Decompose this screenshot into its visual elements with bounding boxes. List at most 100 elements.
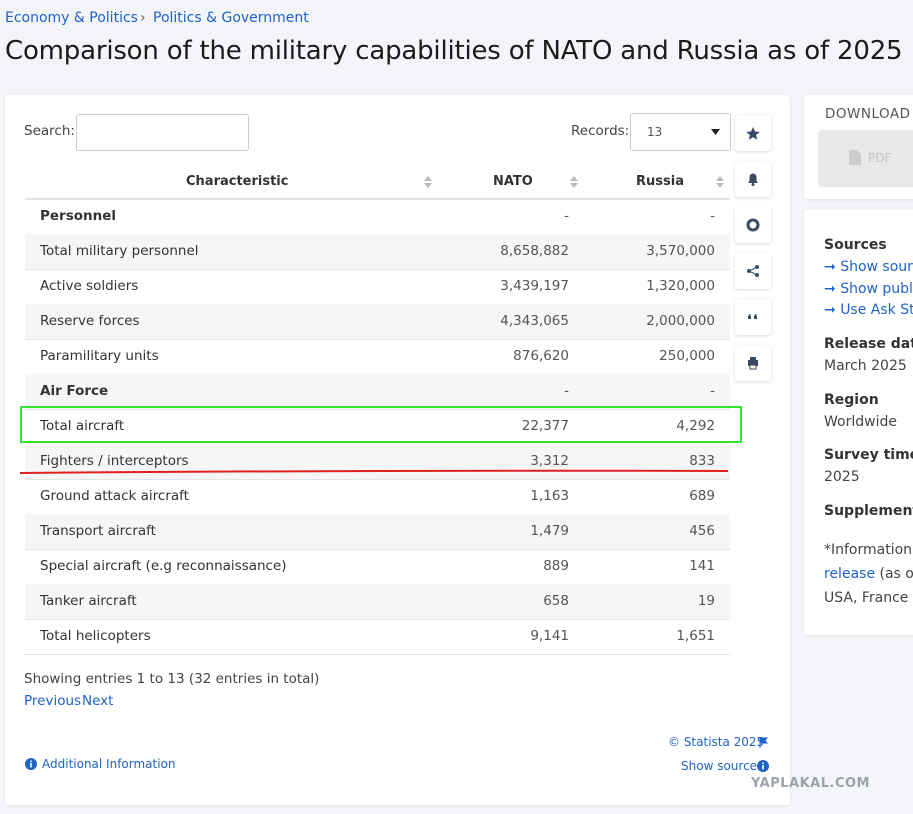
table-header: Characteristic NATO Russia: [25, 165, 730, 200]
entries-info: Showing entries 1 to 13 (32 entries in t…: [24, 671, 320, 687]
cell-nato: 876,620: [513, 348, 569, 364]
table-row: Paramilitary units 876,620 250,000: [25, 339, 730, 375]
section-row: Personnel - -: [25, 199, 730, 235]
download-card: DOWNLOAD PDF: [804, 95, 913, 199]
cell-nato: 3,439,197: [500, 278, 569, 294]
release-date-title: Release date: [824, 336, 913, 352]
table-row: Transport aircraft 1,479 456: [25, 514, 730, 550]
table-row: Active soldiers 3,439,197 1,320,000: [25, 269, 730, 305]
cell-nato: 22,377: [521, 418, 569, 434]
supplement-title: Supplement: [824, 503, 913, 519]
region-title: Region: [824, 392, 879, 408]
table-row: Total military personnel 8,658,882 3,570,0…: [25, 234, 730, 270]
table-row: Ground attack aircraft 1,163 689: [25, 479, 730, 515]
cell-russia: -: [710, 208, 715, 224]
pdf-button[interactable]: PDF: [818, 130, 913, 187]
cell-russia: 4,292: [676, 418, 715, 434]
records-select[interactable]: 13: [630, 113, 731, 151]
supplement-text: USA, France ,: [824, 590, 913, 606]
pagination-previous[interactable]: Previous: [24, 693, 82, 709]
favorite-button[interactable]: [735, 115, 771, 151]
search-label: Search:: [24, 123, 75, 139]
cell-nato: -: [564, 208, 569, 224]
cell-russia: 19: [697, 593, 715, 609]
underline-annotation: [19, 469, 729, 474]
sources-title: Sources: [824, 237, 887, 253]
survey-time-title: Survey time: [824, 447, 913, 463]
cell-russia: 456: [689, 523, 715, 539]
region: Worldwide: [824, 414, 897, 430]
cell-nato: -: [564, 383, 569, 399]
cell-russia: 2,000,000: [646, 313, 715, 329]
details-card: Sources ➞ Show sourc ➞ Show publi ➞ Use …: [804, 210, 913, 635]
cell-characteristic: Active soldiers: [40, 278, 139, 294]
column-header[interactable]: Characteristic: [186, 174, 289, 189]
info-icon: [25, 758, 37, 770]
source-link-text[interactable]: Use Ask Sta: [840, 302, 913, 318]
cell-characteristic: Total military personnel: [40, 243, 199, 259]
highlight-box: [20, 406, 742, 443]
table-row: Fighters / interceptors 3,312 833: [25, 444, 730, 480]
flag-icon: [759, 737, 768, 748]
table-row: Special aircraft (e.g reconnaissance) 889…: [25, 549, 730, 585]
source-link[interactable]: ➞ Show publi: [824, 281, 913, 297]
cell-russia: 833: [689, 453, 715, 469]
sort-icon: [570, 176, 578, 188]
source-link-text[interactable]: Show publi: [840, 281, 913, 297]
survey-time: 2025: [824, 469, 860, 485]
table-row: Tanker aircraft 658 19: [25, 584, 730, 620]
supplement-text: release (as o: [824, 566, 913, 582]
page-title: Comparison of the military capabilities …: [5, 36, 903, 66]
cell-characteristic: Air Force: [40, 383, 109, 399]
cell-nato: 8,658,882: [500, 243, 569, 259]
cell-nato: 1,163: [530, 488, 569, 504]
pdf-label: PDF: [868, 151, 892, 165]
cell-characteristic: Ground attack aircraft: [40, 488, 189, 504]
breadcrumb-link[interactable]: Politics & Government: [153, 10, 309, 26]
print-button[interactable]: [735, 345, 771, 381]
release-date: March 2025: [824, 358, 907, 374]
cell-russia: -: [710, 383, 715, 399]
cell-russia: 1,320,000: [646, 278, 715, 294]
cell-nato: 4,343,065: [500, 313, 569, 329]
cell-russia: 141: [689, 558, 715, 574]
cell-characteristic: Tanker aircraft: [40, 593, 137, 609]
pagination-next[interactable]: Next: [82, 693, 114, 709]
cell-nato: 9,141: [530, 628, 569, 644]
cell-nato: 658: [543, 593, 569, 609]
sort-icon: [716, 176, 724, 188]
cell-nato: 3,312: [530, 453, 569, 469]
supplement-link[interactable]: release: [824, 566, 876, 582]
dropdown-arrow: [711, 129, 720, 135]
info-icon: [757, 760, 769, 772]
column-header[interactable]: NATO: [493, 174, 533, 189]
source-link[interactable]: ➞ Use Ask Sta: [824, 302, 913, 318]
source-link[interactable]: ➞ Show sourc: [824, 259, 913, 275]
copyright[interactable]: © Statista 2025: [668, 735, 765, 749]
breadcrumb-sep: ›: [140, 10, 146, 26]
table-row: Reserve forces 4,343,065 2,000,000: [25, 304, 730, 340]
column-header[interactable]: Russia: [636, 174, 684, 189]
cell-russia: 3,570,000: [646, 243, 715, 259]
pdf-icon: [849, 150, 861, 165]
show-source-link[interactable]: Show source: [681, 759, 758, 773]
cite-button[interactable]: [735, 299, 771, 335]
share-button[interactable]: [735, 253, 771, 289]
records-label: Records:: [571, 123, 630, 139]
search-input[interactable]: [76, 114, 249, 151]
cell-russia: 689: [689, 488, 715, 504]
source-link-text[interactable]: Show sourc: [840, 259, 913, 275]
cell-russia: 1,651: [676, 628, 715, 644]
section-row: Air Force - -: [25, 374, 730, 410]
additional-information[interactable]: Additional Information: [42, 757, 176, 771]
alert-button[interactable]: [735, 161, 771, 197]
sort-icon: [424, 176, 432, 188]
records-value: 13: [647, 125, 663, 139]
breadcrumb-link[interactable]: Economy & Politics: [5, 10, 138, 26]
settings-button[interactable]: [735, 207, 771, 243]
cell-characteristic: Personnel: [40, 208, 117, 224]
cell-characteristic: Special aircraft (e.g reconnaissance): [40, 558, 287, 574]
cell-characteristic: Transport aircraft: [40, 523, 156, 539]
cell-characteristic: Paramilitary units: [40, 348, 159, 364]
